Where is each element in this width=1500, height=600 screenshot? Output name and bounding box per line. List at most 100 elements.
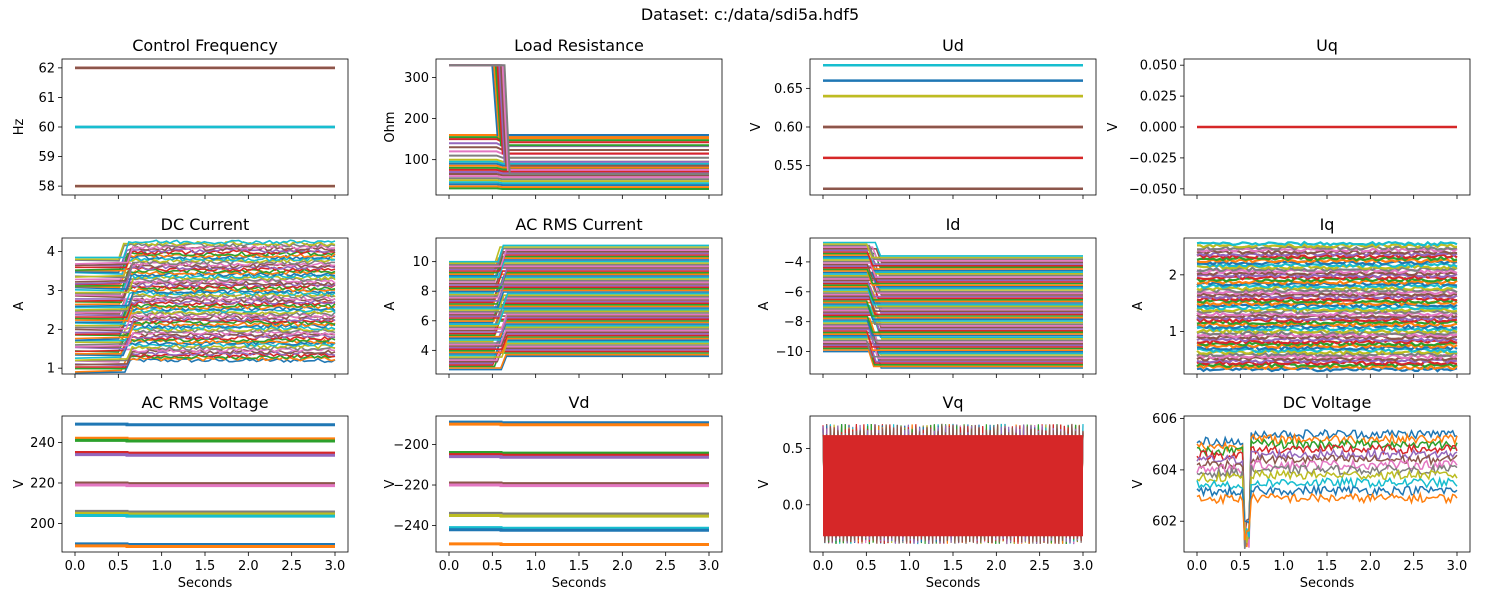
dc-current-series-50	[74, 271, 336, 290]
dc-voltage-xlabel: Seconds	[1300, 576, 1355, 591]
ac-rms-current-series-25	[449, 315, 709, 332]
ac-rms-voltage-series-8	[75, 511, 335, 516]
load-resistance-series-20	[449, 183, 709, 187]
dc-current-series-13	[74, 335, 336, 353]
uq-ytick-label: −0.025	[1129, 151, 1177, 166]
iq-series-15	[1196, 334, 1457, 341]
vd-series-7	[449, 511, 709, 516]
control-frequency-panel: Control Frequency 58 59 60 61 62 Hz	[12, 36, 349, 199]
ac-rms-voltage-xtick-label: 1.0	[151, 559, 172, 574]
id-series-4	[823, 344, 1083, 363]
vd-series-4	[449, 455, 709, 459]
ac-rms-voltage-xtick-label: 1.5	[195, 559, 216, 574]
id-series-52	[823, 268, 1083, 285]
vd-xtick-label: 2.5	[655, 559, 676, 574]
dc-voltage-xtick-label: 0.5	[1230, 559, 1251, 574]
ac-rms-current-series-26	[449, 313, 709, 330]
control-frequency-title: Control Frequency	[132, 36, 278, 55]
iq-ytick-label: 1	[1169, 325, 1177, 340]
dc-current-series-25	[74, 314, 336, 332]
iq-series-43	[1196, 274, 1458, 281]
ac-rms-voltage-xtick-label: 0.0	[65, 559, 86, 574]
ac-rms-voltage-series-7	[75, 509, 335, 514]
ac-rms-voltage-series-4	[75, 453, 335, 457]
ac-rms-current-series-67	[449, 247, 709, 266]
dc-current-series-22	[74, 319, 336, 337]
iq-plot-area	[1196, 240, 1458, 373]
ac-rms-voltage-xlabel: Seconds	[178, 576, 233, 591]
id-ytick-label: −8	[784, 315, 803, 330]
control-frequency-ytick-label: 62	[38, 61, 55, 76]
load-resistance-series-step-1	[449, 64, 709, 139]
dc-current-series-24	[74, 316, 336, 334]
ac-rms-voltage-series-0	[75, 422, 335, 427]
ud-plot-area	[823, 63, 1083, 191]
load-resistance-panel: Load Resistance 100 200 300 Ohm	[383, 36, 723, 199]
dc-current-title: DC Current	[161, 215, 250, 234]
iq-series-11	[1196, 343, 1458, 350]
load-resistance-series-18	[449, 179, 709, 183]
ac-rms-current-panel: AC RMS Current 4 6 8 10 A	[383, 215, 723, 378]
id-series-13	[823, 330, 1083, 348]
vq-plot-area	[822, 423, 1084, 545]
vd-title: Vd	[568, 393, 589, 412]
vq-xtick-label: 3.0	[1073, 559, 1094, 574]
ud-panel: Ud 0.55 0.60 0.65 V	[749, 36, 1097, 199]
ac-rms-current-series-27	[449, 312, 709, 329]
vd-ylabel: V	[383, 479, 398, 488]
ac-rms-voltage-xtick-label: 2.5	[281, 559, 302, 574]
control-frequency-plot-area	[75, 66, 335, 188]
ac-rms-voltage-ytick-label: 220	[30, 476, 55, 491]
load-resistance-ytick-label: 200	[404, 112, 429, 127]
dc-current-panel: DC Current 1 2 3 4 A	[12, 215, 349, 378]
dc-voltage-xtick-label: 3.0	[1447, 559, 1468, 574]
id-series-43	[823, 282, 1083, 299]
ac-rms-current-series-24	[449, 316, 709, 333]
id-series-5	[823, 342, 1083, 361]
vq-ytick-label: 0.5	[782, 442, 803, 457]
vd-xtick-label: 0.0	[439, 559, 460, 574]
ac-rms-voltage-series-10	[75, 542, 335, 546]
id-ytick-label: −6	[784, 285, 803, 300]
vq-xtick-label: 2.5	[1029, 559, 1050, 574]
iq-series-27	[1196, 309, 1458, 315]
ac-rms-voltage-series-1	[75, 436, 335, 441]
ac-rms-current-series-1	[449, 353, 709, 369]
id-series-21	[823, 317, 1083, 335]
load-resistance-series-11	[449, 164, 709, 169]
iq-series-31	[1196, 300, 1458, 307]
ac-rms-current-series-0	[449, 355, 709, 371]
uq-panel: Uq −0.050 −0.025 0.000 0.025 0.050 V	[1106, 36, 1471, 199]
iq-series-18	[1196, 328, 1458, 335]
load-resistance-series-13	[449, 168, 709, 173]
ac-rms-current-series-53	[449, 270, 709, 288]
dc-voltage-series-0	[1196, 428, 1458, 542]
vd-xtick-label: 0.5	[482, 559, 503, 574]
iq-series-20	[1196, 323, 1458, 330]
ac-rms-current-ylabel: A	[383, 301, 398, 310]
vq-xtick-label: 0.5	[856, 559, 877, 574]
vd-series-5	[449, 481, 709, 486]
ac-rms-current-ytick-label: 6	[421, 314, 429, 329]
dc-current-series-8	[74, 343, 336, 362]
id-series-14	[823, 328, 1083, 347]
ac-rms-current-ytick-label: 10	[412, 255, 429, 270]
dc-voltage-ytick-label: 604	[1152, 463, 1177, 478]
dc-current-ytick-label: 2	[47, 323, 55, 338]
ac-rms-voltage-series-2	[75, 438, 335, 443]
id-series-67	[823, 244, 1083, 260]
ac-rms-voltage-ylabel: V	[12, 479, 27, 488]
vd-series-9	[449, 526, 709, 530]
ac-rms-current-series-29	[449, 308, 709, 325]
ac-rms-current-series-3	[449, 350, 709, 366]
vq-xlabel: Seconds	[926, 576, 981, 591]
ac-rms-current-series-14	[449, 333, 709, 349]
dc-current-series-9	[74, 342, 336, 359]
vd-series-3	[449, 453, 709, 457]
ac-rms-voltage-series-9	[75, 514, 335, 518]
load-resistance-series-15	[449, 173, 709, 177]
vq-xtick-label: 1.5	[943, 559, 964, 574]
dc-voltage-series-9	[1196, 475, 1458, 540]
vd-series-8	[449, 514, 709, 518]
ac-rms-voltage-series-5	[75, 481, 335, 486]
